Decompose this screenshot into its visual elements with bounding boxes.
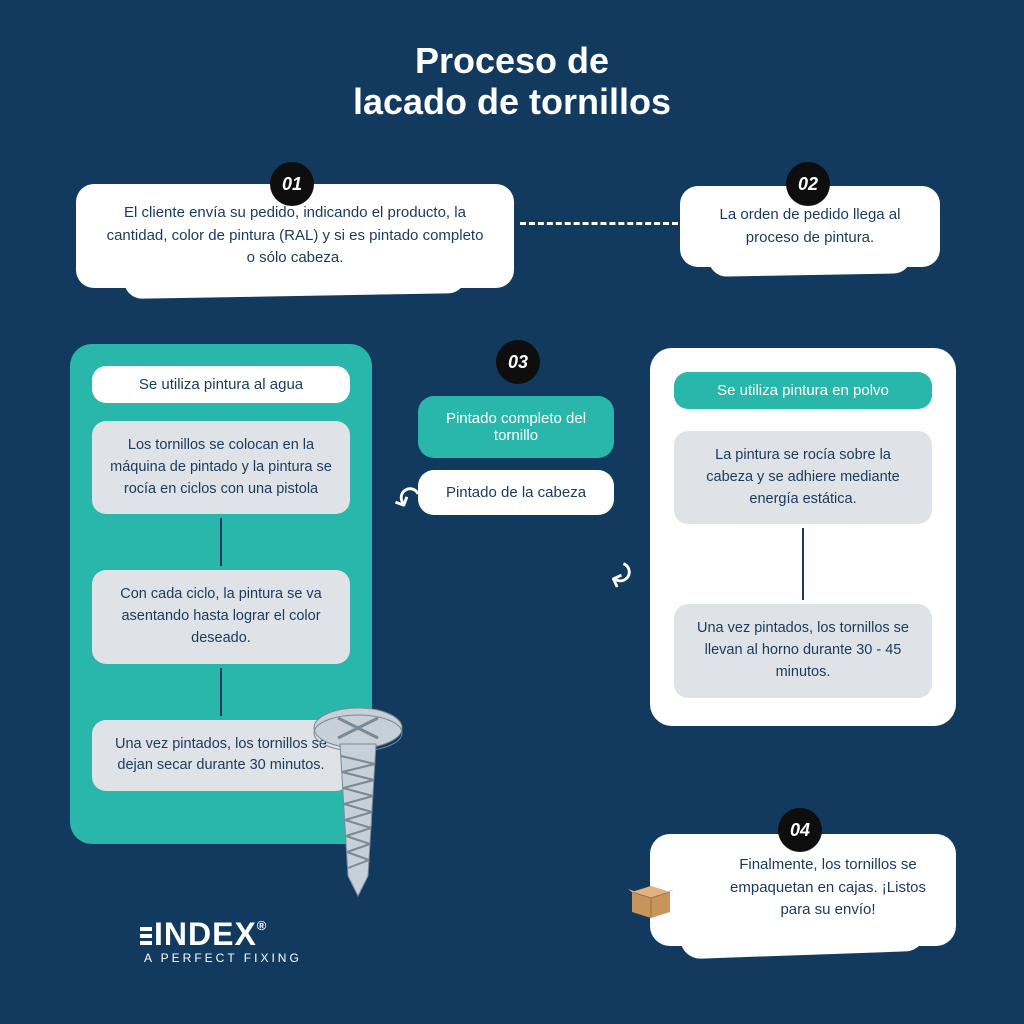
powder-paint-label: Se utiliza pintura en polvo	[674, 372, 932, 409]
step-03-options: Pintado completo del tornillo Pintado de…	[418, 396, 614, 527]
screw-icon	[308, 706, 408, 906]
page-title: Proceso de lacado de tornillos	[0, 40, 1024, 123]
connector-line	[220, 518, 222, 566]
step-badge-04: 04	[778, 808, 822, 852]
connector-line	[220, 668, 222, 716]
water-step-1: Los tornillos se colocan en la máquina d…	[92, 421, 350, 514]
logo-registered: ®	[257, 918, 268, 933]
brand-logo: INDEX® A PERFECT FIXING	[140, 916, 302, 965]
connector-line	[802, 528, 804, 600]
step-badge-01: 01	[270, 162, 314, 206]
box-icon	[628, 878, 674, 918]
water-paint-label: Se utiliza pintura al agua	[92, 366, 350, 403]
title-line1: Proceso de	[415, 40, 609, 81]
powder-step-1: La pintura se rocía sobre la cabeza y se…	[674, 431, 932, 524]
water-step-2: Con cada ciclo, la pintura se va asentan…	[92, 570, 350, 663]
powder-step-2: Una vez pintados, los tornillos se lleva…	[674, 604, 932, 697]
arrow-right-icon: ↶	[595, 554, 642, 594]
title-line2: lacado de tornillos	[353, 81, 671, 122]
option-head-paint: Pintado de la cabeza	[418, 470, 614, 515]
powder-paint-panel: Se utiliza pintura en polvo La pintura s…	[650, 348, 956, 726]
logo-name: INDEX	[154, 916, 257, 952]
logo-tagline: A PERFECT FIXING	[144, 951, 302, 965]
step-badge-03: 03	[496, 340, 540, 384]
option-full-paint: Pintado completo del tornillo	[418, 396, 614, 458]
logo-bars-icon	[140, 927, 152, 948]
step-badge-02: 02	[786, 162, 830, 206]
connector-dashed-line	[520, 222, 678, 225]
